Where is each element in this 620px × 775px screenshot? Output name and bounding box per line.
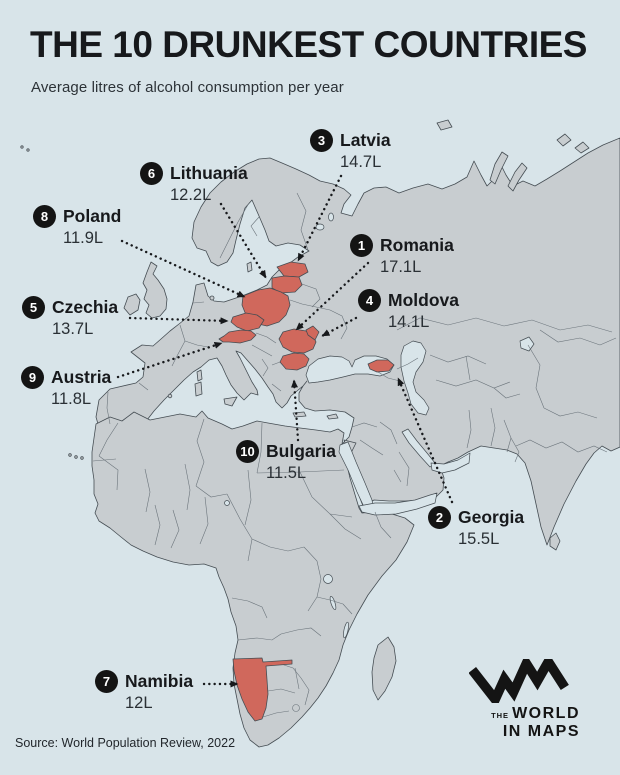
- rank-badge: 5: [22, 296, 45, 319]
- leader-romania: [294, 261, 370, 332]
- country-name: Latvia: [340, 130, 391, 150]
- island-corsica: [196, 369, 203, 382]
- island-canary-dot-3: [80, 456, 84, 460]
- country-name: Poland: [63, 206, 122, 226]
- rank-badge: 1: [350, 234, 373, 257]
- rank-badge: 2: [428, 506, 451, 529]
- rank-badge: 3: [310, 129, 333, 152]
- wm-logo-icon: [469, 659, 569, 703]
- lake-tanganyika: [329, 595, 337, 611]
- country-moldova: [305, 325, 320, 341]
- island-crete: [292, 411, 307, 418]
- lake-onega: [328, 212, 334, 222]
- country-name: Romania: [380, 235, 454, 255]
- island-balearic-dot: [167, 393, 173, 399]
- rank-badge: 7: [95, 670, 118, 693]
- island-novaya-zemlya-1: [489, 151, 509, 185]
- country-name: Czechia: [52, 297, 119, 317]
- country-georgia: [367, 359, 395, 373]
- country-value: 11.5L: [266, 464, 307, 482]
- country-name: Bulgaria: [266, 441, 337, 461]
- label-romania: 1 Romania 17.1L: [350, 234, 454, 277]
- lake-victoria: [323, 574, 333, 584]
- label-moldova: 4 Moldova 14.1L: [358, 289, 459, 332]
- country-name: Lithuania: [170, 163, 248, 183]
- island-svalbard: [436, 119, 453, 131]
- rank-badge: 4: [358, 289, 381, 312]
- gulf-of-aden: [358, 492, 438, 516]
- island-great-britain: [142, 261, 168, 319]
- island-arctic-2: [574, 141, 590, 154]
- rank-badge: 10: [236, 440, 259, 463]
- lake-ladoga: [315, 223, 325, 231]
- lake-malawi: [343, 621, 349, 639]
- island-canary-dot-2: [74, 455, 78, 459]
- country-bulgaria: [279, 352, 310, 371]
- island-madagascar: [371, 636, 397, 701]
- island-denmark-dot: [209, 295, 215, 301]
- gulf-of-oman: [430, 452, 471, 474]
- logo-in-maps: IN MAPS: [502, 723, 580, 740]
- country-value: 15.5L: [458, 530, 500, 548]
- country-value: 14.1L: [388, 313, 430, 331]
- country-namibia: [232, 657, 293, 722]
- island-novaya-zemlya-2: [507, 162, 528, 192]
- island-sardinia: [194, 381, 203, 397]
- island-canary-dot-1: [68, 453, 72, 457]
- country-name: Moldova: [388, 290, 459, 310]
- page-title: THE 10 DRUNKEST COUNTRIES: [30, 24, 587, 65]
- country-lithuania: [271, 275, 303, 294]
- label-bulgaria: 10 Bulgaria 11.5L: [236, 440, 336, 483]
- leader-bulgaria: [291, 378, 300, 442]
- logo-world: WORLD: [512, 705, 580, 722]
- country-value: 12.2L: [170, 186, 212, 204]
- country-czechia: [230, 312, 265, 332]
- lesotho-border: [292, 704, 300, 712]
- country-value: 11.8L: [51, 390, 92, 408]
- island-faroe-dot-2: [26, 148, 30, 152]
- leader-latvia: [296, 174, 343, 263]
- country-value: 11.9L: [63, 229, 104, 247]
- country-value: 13.7L: [52, 320, 94, 338]
- leader-lithuania: [219, 202, 268, 280]
- label-latvia: 3 Latvia 14.7L: [310, 129, 391, 172]
- rank-badge: 9: [21, 366, 44, 389]
- world-in-maps-logo: THE WORLD IN MAPS: [462, 659, 580, 741]
- island-sri-lanka: [549, 532, 561, 551]
- rank-badge: 8: [33, 205, 56, 228]
- label-czechia: 5 Czechia 13.7L: [22, 296, 118, 339]
- island-faroe-dot-1: [20, 145, 24, 149]
- label-poland: 8 Poland 11.9L: [33, 205, 121, 248]
- country-borders: [92, 192, 617, 718]
- leader-moldova: [320, 316, 358, 338]
- island-gotland: [246, 261, 253, 273]
- aral-sea: [519, 336, 535, 352]
- label-austria: 9 Austria 11.8L: [21, 366, 111, 409]
- label-georgia: 2 Georgia 15.5L: [428, 506, 524, 549]
- landmass-africa: [91, 410, 415, 748]
- rank-badge: 6: [140, 162, 163, 185]
- label-lithuania: 6 Lithuania 12.2L: [140, 162, 248, 205]
- country-name: Austria: [51, 367, 112, 387]
- island-sicily: [223, 396, 238, 407]
- label-namibia: 7 Namibia 12L: [95, 670, 193, 713]
- leader-austria: [116, 341, 224, 379]
- country-name: Georgia: [458, 507, 525, 527]
- island-cyprus: [326, 413, 339, 420]
- island-arctic-1: [556, 133, 572, 147]
- leader-czechia: [128, 316, 230, 325]
- country-name: Namibia: [125, 671, 194, 691]
- landmass-eurasia: [95, 137, 620, 546]
- island-ireland: [123, 293, 141, 316]
- page-subtitle: Average litres of alcohol consumption pe…: [31, 79, 344, 96]
- country-value: 14.7L: [340, 153, 382, 171]
- country-value: 17.1L: [380, 258, 422, 276]
- country-value: 12L: [125, 694, 153, 712]
- logo-the: THE: [491, 711, 510, 720]
- country-austria: [218, 329, 257, 344]
- source-credit: Source: World Population Review, 2022: [15, 736, 236, 750]
- lake-chad: [224, 500, 230, 506]
